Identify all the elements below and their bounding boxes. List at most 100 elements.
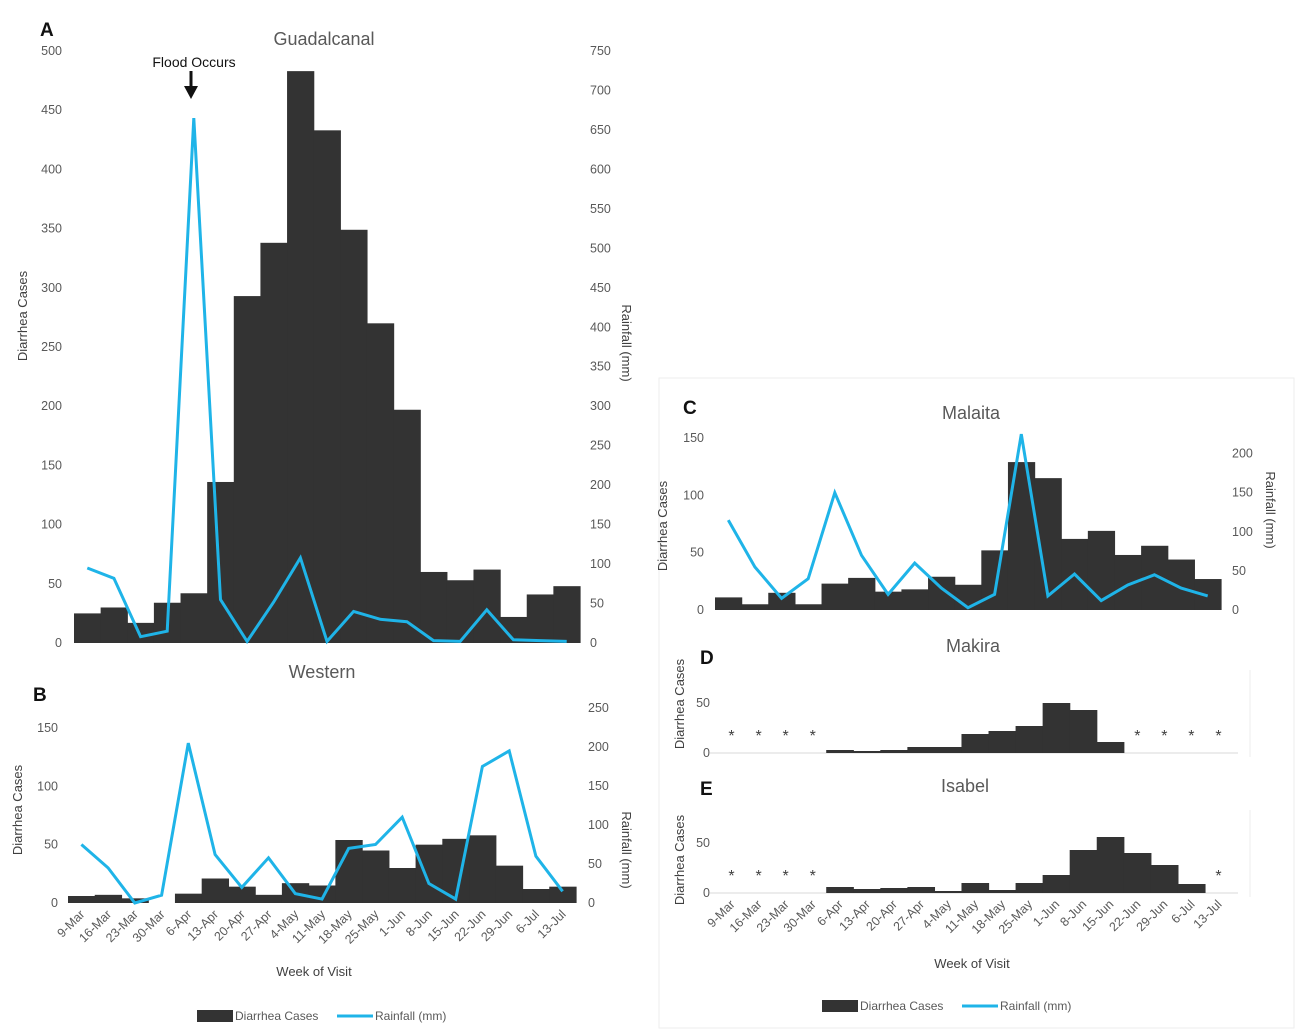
bar-6-Apr: [174, 893, 203, 903]
panel-a-ylabel: Diarrhea Cases: [15, 270, 30, 361]
y2-tick-label: 0: [590, 636, 597, 650]
y2-tick-label: 200: [590, 478, 611, 492]
bar-8-Jun: [420, 571, 448, 643]
bar-22-Jun: [473, 569, 501, 643]
y2-tick-label: 50: [590, 597, 604, 611]
y-tick-label: 50: [696, 836, 710, 850]
bar-13-Jul: [549, 886, 577, 903]
y2-tick-label: 100: [1232, 525, 1253, 539]
y2-tick-label: 450: [590, 281, 611, 295]
bar-27-Apr: [907, 887, 936, 893]
panel-b-y2label: Rainfall (mm): [619, 811, 634, 888]
bar-25-May: [1015, 726, 1044, 753]
bar-1-Jun: [388, 868, 417, 903]
missing-data-marker: *: [810, 868, 816, 885]
y-tick-label: 0: [55, 636, 62, 650]
x-tick-label: 27-Apr: [238, 907, 274, 943]
y-tick-label: 100: [683, 488, 704, 502]
y-tick-label: 50: [48, 577, 62, 591]
bar-8-Jun: [1069, 850, 1098, 893]
bar-9-Mar: [715, 597, 743, 610]
y2-tick-label: 200: [588, 740, 609, 754]
panel-d-letter: D: [700, 648, 714, 669]
y2-tick-label: 100: [588, 818, 609, 832]
legend-right-line-label: Rainfall (mm): [1000, 999, 1071, 1013]
y-tick-label: 150: [37, 721, 58, 735]
y2-tick-label: 650: [590, 123, 611, 137]
bar-8-Jun: [415, 844, 443, 903]
bar-6-Apr: [180, 593, 208, 643]
bar-13-Apr: [207, 481, 235, 643]
bar-25-May: [366, 323, 395, 643]
panel-e-ylabel: Diarrhea Cases: [672, 814, 687, 905]
bar-23-Mar: [127, 622, 155, 643]
bar-9-Mar: [74, 613, 102, 643]
bar-13-Apr: [201, 878, 230, 903]
missing-data-marker: *: [783, 868, 789, 885]
y-tick-label: 300: [41, 281, 62, 295]
y2-tick-label: 200: [1232, 447, 1253, 461]
x-tick-label: 1-Jun: [1030, 897, 1062, 929]
legend-left-line-label: Rainfall (mm): [375, 1009, 446, 1023]
panel-c-title: Malaita: [942, 403, 1001, 423]
bar-18-May: [988, 890, 1017, 893]
bar-20-Apr: [233, 296, 262, 643]
legend-right-bar-swatch: [822, 1000, 858, 1012]
y-tick-label: 450: [41, 103, 62, 117]
legend-left: Diarrhea Cases Rainfall (mm): [197, 1009, 446, 1023]
missing-data-marker: *: [728, 728, 734, 745]
missing-data-marker: *: [783, 728, 789, 745]
bar-18-May: [340, 229, 368, 643]
bar-15-Jun: [1087, 530, 1116, 610]
y2-tick-label: 600: [590, 162, 611, 176]
panel-b-title: Western: [289, 662, 356, 682]
bar-20-Apr: [228, 886, 256, 903]
bar-11-May: [313, 130, 341, 643]
panel-a-title: Guadalcanal: [273, 29, 374, 49]
bar-18-May: [981, 550, 1009, 610]
bar-23-Mar: [121, 898, 149, 903]
y2-tick-label: 50: [588, 857, 602, 871]
panel-b-xlabel: Week of Visit: [276, 964, 352, 979]
bar-4-May: [934, 891, 963, 893]
missing-data-marker: *: [1188, 728, 1194, 745]
bar-6-Jul: [1177, 884, 1206, 893]
x-tick-label: 29-Jun: [1134, 897, 1171, 934]
bar-22-Jun: [469, 835, 497, 903]
panel-b-letter: B: [33, 685, 47, 706]
y-tick-label: 350: [41, 222, 62, 236]
x-tick-label: 1-Jun: [376, 907, 408, 939]
bar-11-May: [961, 734, 990, 753]
y2-tick-label: 400: [590, 320, 611, 334]
panel-e-xlabel: Week of Visit: [934, 956, 1010, 971]
bar-6-Apr: [821, 583, 849, 610]
panel-a: A Guadalcanal Diarrhea Cases Rainfall (m…: [15, 20, 634, 650]
y-tick-label: 400: [41, 162, 62, 176]
panel-b: B Western Diarrhea Cases Rainfall (mm) 0…: [10, 662, 634, 979]
y2-tick-label: 250: [590, 439, 611, 453]
panel-b-ylabel: Diarrhea Cases: [10, 764, 25, 855]
bar-6-Jul: [526, 594, 554, 643]
bar-15-Jun: [1096, 742, 1125, 753]
y-tick-label: 150: [683, 431, 704, 445]
bar-30-Mar: [794, 604, 823, 610]
panel-e: E Isabel Diarrhea Cases 050* * * * *9-Mar16-…: [672, 776, 1251, 971]
bar-13-Apr: [853, 751, 881, 753]
y-tick-label: 100: [41, 518, 62, 532]
legend-left-bar-label: Diarrhea Cases: [235, 1009, 318, 1023]
y2-tick-label: 500: [590, 241, 611, 255]
panel-d: D Makira Diarrhea Cases 0 50 * * * * * * * *: [672, 636, 1251, 760]
y-tick-label: 200: [41, 399, 62, 413]
y2-tick-label: 0: [588, 896, 595, 910]
panel-d-ylabel: Diarrhea Cases: [672, 658, 687, 749]
y2-tick-label: 150: [1232, 486, 1253, 500]
y-tick-label: 0: [697, 603, 704, 617]
bar-6-Apr: [826, 750, 854, 753]
bar-11-May: [954, 584, 982, 610]
y2-tick-label: 700: [590, 83, 611, 97]
rainfall-line: [86, 118, 567, 645]
bar-1-Jun: [393, 409, 421, 643]
bar-22-Jun: [1123, 853, 1152, 893]
bar-20-Apr: [880, 888, 908, 893]
